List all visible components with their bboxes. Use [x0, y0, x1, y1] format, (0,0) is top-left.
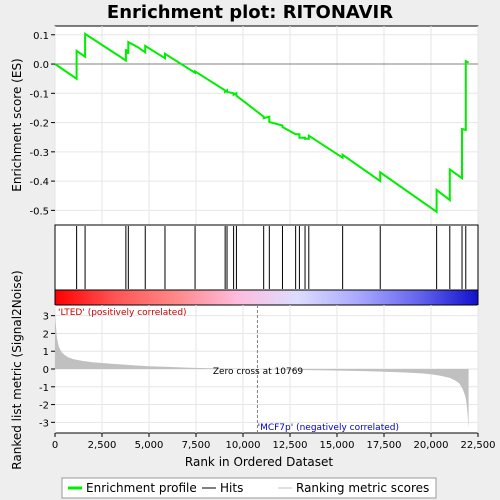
- chart-title: Enrichment plot: RITONAVIR: [107, 2, 393, 23]
- legend-label-enrichment: Enrichment profile: [86, 481, 197, 495]
- zero-cross-label: Zero cross at 10769: [213, 367, 304, 377]
- x-tick-label: 0: [52, 440, 58, 451]
- es-tick-label: -0.2: [29, 119, 49, 130]
- es-y-ticks: 0.1 0.0 -0.1 -0.2 -0.3 -0.4 -0.5: [29, 31, 55, 217]
- es-tick-label: -0.1: [29, 89, 49, 100]
- x-tick-label: 15,000: [320, 440, 355, 451]
- x-tick-label: 5,000: [135, 440, 164, 451]
- es-y-axis-label: Enrichment score (ES): [10, 58, 24, 191]
- legend-label-metric: Ranking metric scores: [296, 481, 429, 495]
- metric-y-ticks: 3 2 1 0 -1 -2 -3: [39, 312, 55, 429]
- es-tick-label: 0.1: [33, 31, 49, 42]
- rank-colorbar: [54, 289, 479, 306]
- negative-class-label: 'MCF7p' (negatively correlated): [258, 423, 399, 433]
- es-tick-label: 0.0: [33, 60, 49, 71]
- x-tick-label: 7,500: [182, 440, 211, 451]
- x-axis-ticks: 0 2,500 5,000 7,500 10,000 12,500 15,000 17,500…: [52, 433, 496, 451]
- x-tick-label: 20,000: [414, 440, 449, 451]
- legend-box: [61, 477, 437, 499]
- es-tick-label: -0.5: [29, 206, 49, 217]
- metric-area: [55, 313, 469, 428]
- hit-markers: [76, 226, 467, 289]
- es-profile-line: [54, 32, 470, 214]
- metric-tick-label: -2: [39, 401, 49, 412]
- metric-tick-label: -1: [39, 383, 49, 394]
- metric-y-axis-label: Ranked list metric (Signal2Noise): [10, 270, 24, 469]
- metric-tick-label: 2: [43, 329, 49, 340]
- metric-tick-label: 3: [43, 312, 49, 323]
- x-tick-label: 22,500: [461, 440, 496, 451]
- x-tick-label: 12,500: [273, 440, 308, 451]
- positive-class-label: 'LTED' (positively correlated): [58, 308, 187, 318]
- metric-tick-label: 1: [43, 347, 49, 358]
- x-tick-label: 2,500: [88, 440, 117, 451]
- hits-panel: [54, 224, 479, 291]
- x-tick-label: 17,500: [367, 440, 402, 451]
- metric-tick-label: -3: [39, 418, 49, 429]
- x-axis-label: Rank in Ordered Dataset: [185, 455, 333, 469]
- es-tick-label: -0.3: [29, 148, 49, 159]
- metric-tick-label: 0: [43, 365, 49, 376]
- es-tick-label: -0.4: [29, 177, 49, 188]
- legend-label-hits: Hits: [220, 481, 243, 495]
- x-tick-label: 10,000: [226, 440, 261, 451]
- es-gridlines: [54, 26, 479, 225]
